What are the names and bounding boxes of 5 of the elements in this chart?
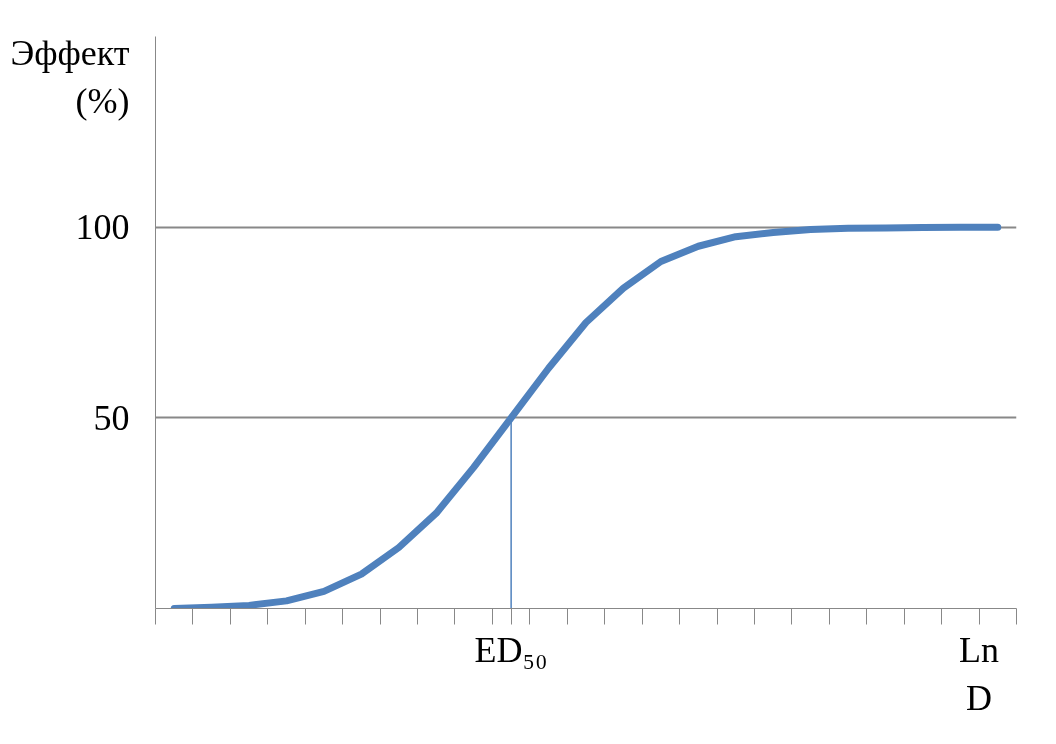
x-tick-label: ED₅₀ (474, 629, 548, 670)
y-tick-label: 100 (75, 207, 130, 248)
x-axis-title: Ln D (959, 629, 1000, 718)
y-tick-label: 50 (93, 397, 130, 438)
y-axis-title: Эффект (%) (10, 32, 130, 121)
